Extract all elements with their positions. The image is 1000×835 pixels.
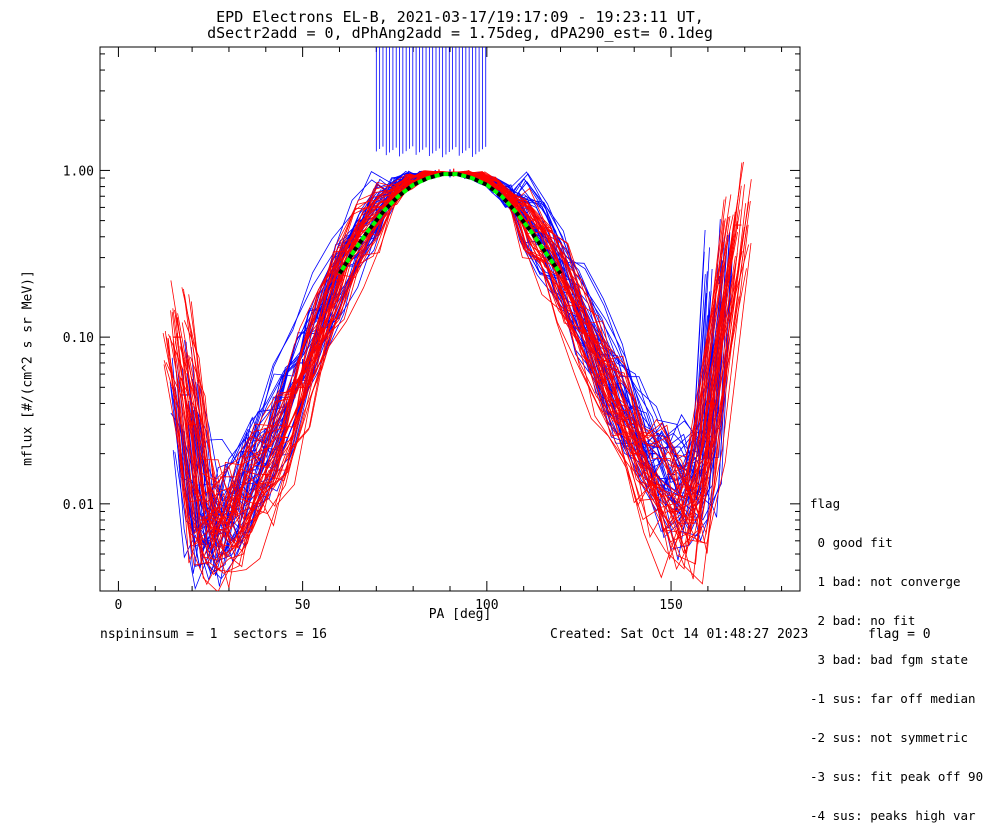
series-red-line	[171, 171, 733, 561]
x-tick-label: 100	[475, 598, 498, 613]
x-tick-label: 150	[659, 598, 682, 613]
legend-item: 2 bad: no fit	[810, 613, 916, 628]
series-red-point	[615, 409, 624, 418]
series-red-line	[179, 170, 741, 520]
footer-created: Created: Sat Oct 14 01:48:27 2023	[550, 627, 809, 642]
chart-title-line-1: EPD Electrons EL-B, 2021-03-17/19:17:09 …	[216, 8, 704, 26]
series-red-point	[405, 177, 414, 186]
footer-flag: flag = 0	[868, 627, 931, 642]
series-red-line	[172, 171, 734, 576]
legend-item: -1 sus: far off median	[810, 691, 976, 706]
legend-item: 3 bad: bad fgm state	[810, 652, 969, 667]
legend-item: -2 sus: not symmetric	[810, 730, 969, 745]
series-blue-line	[190, 172, 725, 558]
series-blue-line	[175, 172, 710, 521]
series-red-point	[213, 525, 222, 534]
series-red-line	[176, 170, 738, 561]
chart-plot: 0 50 100 150 0.01 0.10 1.00	[63, 46, 801, 613]
series-red-point	[280, 433, 289, 442]
legend-item: -4 sus: peaks high var	[810, 808, 976, 823]
series-red-point	[560, 282, 569, 291]
series-red-point	[479, 174, 488, 183]
legend-item: 1 bad: not converge	[810, 574, 961, 589]
legend-item: 0 good fit	[810, 535, 893, 550]
fit-curve-black	[337, 172, 563, 275]
series-red-line	[177, 172, 738, 591]
series-red-point	[199, 515, 208, 524]
series-red-point	[317, 326, 326, 335]
series-red-point	[243, 492, 252, 501]
x-axis-label: PA [deg]	[428, 607, 492, 622]
series-red-point	[670, 507, 679, 516]
series-red-point	[493, 182, 502, 191]
series-blue-line	[188, 172, 724, 564]
series-red-point	[652, 480, 661, 489]
series-red-line	[168, 170, 729, 535]
y-tick-label: 0.10	[63, 331, 94, 346]
plot-area	[162, 47, 752, 591]
series-red-line	[186, 170, 748, 585]
series-red-point	[733, 221, 742, 230]
y-axis-label: mflux [#/(cm^2 s sr MeV)]	[20, 270, 36, 466]
series-red-point	[173, 333, 182, 342]
series-red-point	[597, 370, 606, 379]
series-blue-line	[192, 170, 728, 537]
series-red-point	[298, 383, 307, 392]
series-red-point	[508, 196, 517, 205]
series-red-point	[335, 276, 344, 285]
series-red-line	[169, 172, 731, 552]
footer-left: nspininsum = 1 sectors = 16	[100, 627, 327, 642]
series-blue-line	[178, 170, 714, 563]
series-red-point	[261, 470, 270, 479]
series-blue-line	[187, 172, 723, 575]
series-blue-line	[184, 172, 719, 580]
fit-curve-green	[337, 172, 563, 275]
series-red-point	[689, 515, 698, 524]
series-red-line	[174, 170, 735, 514]
series-red-point	[578, 326, 587, 335]
series-red-line	[165, 172, 727, 566]
series-blue-line	[186, 172, 722, 582]
series-blue-line	[186, 172, 722, 548]
series-blue-line	[195, 172, 731, 561]
series-red-point	[707, 399, 716, 408]
chart-title-line-2: dSectr2add = 0, dPhAng2add = 1.75deg, dP…	[207, 24, 713, 42]
series-red-point	[633, 449, 642, 458]
y-tick-label: 0.01	[63, 498, 94, 513]
series-red-point	[390, 190, 399, 199]
x-tick-label: 0	[115, 598, 123, 613]
flag-legend: flag 0 good fit 1 bad: not converge 2 ba…	[810, 471, 983, 835]
series-blue-line	[197, 172, 732, 587]
legend-title: flag	[810, 496, 841, 511]
series-red-point	[228, 507, 237, 516]
series-blue-line	[177, 172, 713, 568]
x-tick-label: 50	[295, 598, 311, 613]
legend-item: -3 sus: fit peak off 90	[810, 769, 984, 784]
series-blue-line	[171, 172, 707, 533]
series-red-point	[188, 420, 197, 429]
y-tick-label: 1.00	[63, 164, 94, 179]
